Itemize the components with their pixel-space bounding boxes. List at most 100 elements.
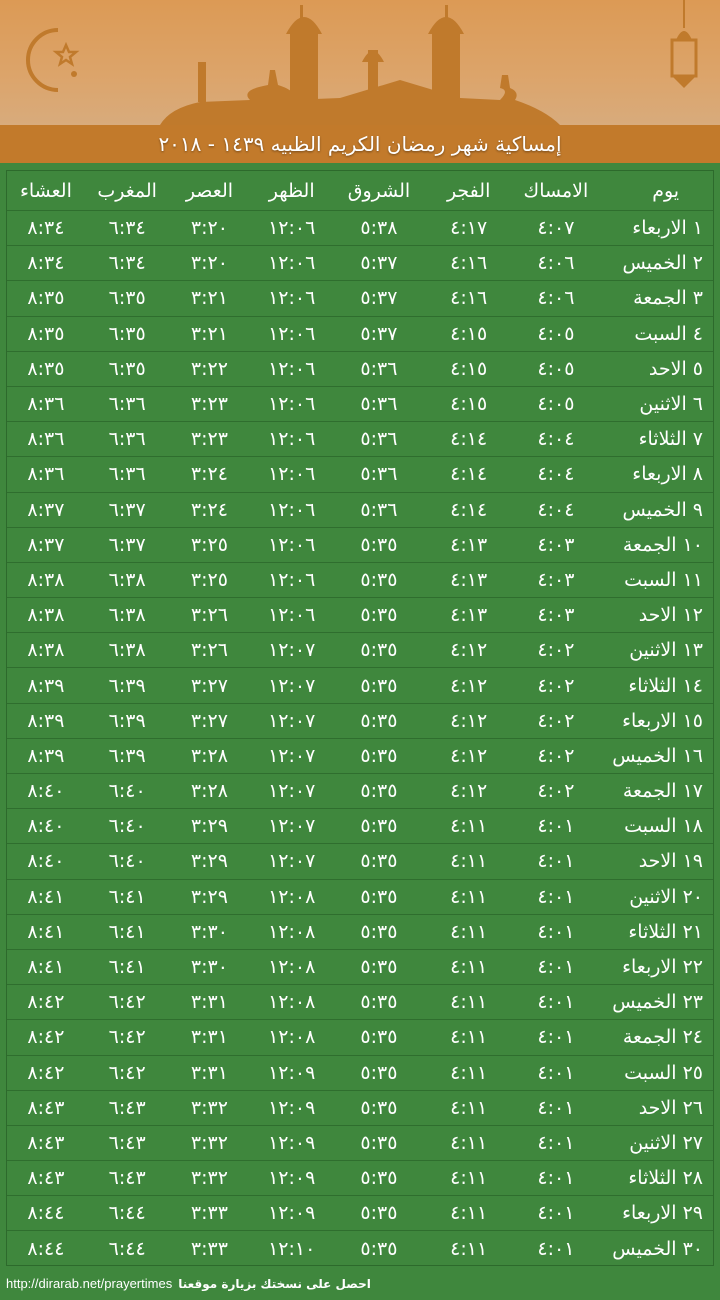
time-cell: ٤:٠٢ — [537, 709, 575, 732]
table-row: ١٥ الاربعاء ٤:٠٢ ٤:١٢ ٥:٣٥ ١٢:٠٧ ٣:٢٧ ٦:٣٩ ٨:٣٩ — [7, 704, 713, 739]
day-cell: ٣ الجمعة — [633, 287, 703, 310]
time-cell: ١٢:٠٩ — [268, 1167, 316, 1190]
table-row: ٦ الاثنين ٤:٠٥ ٤:١٥ ٥:٣٦ ١٢:٠٦ ٣:٢٣ ٦:٣٦ ٨:٣٦ — [7, 387, 713, 423]
time-cell: ١٢:٠٩ — [268, 1061, 316, 1084]
footer-text: احصل على نسختك بزيارة موقعنا — [178, 1276, 371, 1291]
day-cell: ٢٨ الثلاثاء — [628, 1167, 703, 1190]
time-cell: ٨:٣٨ — [27, 568, 65, 591]
time-cell: ١٢:٠٧ — [268, 744, 316, 767]
time-cell: ٣:٢٤ — [190, 463, 228, 486]
time-cell: ٤:٠١ — [537, 1131, 575, 1154]
day-cell: ٢٤ الجمعة — [622, 1026, 703, 1049]
time-cell: ٨:٣٨ — [27, 639, 65, 662]
time-cell: ٨:٤٢ — [27, 1061, 65, 1084]
time-cell: ٥:٣٥ — [360, 1026, 398, 1049]
time-cell: ٥:٣٥ — [360, 674, 398, 697]
time-cell: ٤:٠٣ — [537, 533, 575, 556]
time-cell: ٣:٣٠ — [190, 956, 228, 979]
time-cell: ٣:٢٥ — [190, 568, 228, 591]
time-cell: ٥:٣٦ — [360, 357, 398, 380]
time-cell: ٤:١١ — [450, 991, 488, 1014]
table-row: ١٢ الاحد ٤:٠٣ ٤:١٣ ٥:٣٥ ١٢:٠٦ ٣:٢٦ ٦:٣٨ ٨:٣٨ — [7, 598, 713, 634]
footer-url-link[interactable]: http://dirarab.net/prayertimes — [6, 1276, 173, 1291]
time-cell: ٤:٠١ — [537, 956, 575, 979]
column-header: يوم — [652, 179, 680, 202]
time-cell: ٨:٤٤ — [27, 1238, 65, 1261]
time-cell: ٥:٣٥ — [360, 815, 398, 838]
time-cell: ١٢:٠٨ — [268, 920, 316, 943]
time-cell: ٣:٢٩ — [190, 815, 228, 838]
table-row: ٣ الجمعة ٤:٠٦ ٤:١٦ ٥:٣٧ ١٢:٠٦ ٣:٢١ ٦:٣٥ ٨:٣٥ — [7, 281, 713, 317]
time-cell: ٨:٣٦ — [27, 428, 65, 451]
time-cell: ٥:٣٥ — [360, 920, 398, 943]
table-row: ٢٠ الاثنين ٤:٠١ ٤:١١ ٥:٣٥ ١٢:٠٨ ٣:٢٩ ٦:٤١ ٨:٤١ — [7, 880, 713, 915]
time-cell: ٣:٢٥ — [190, 533, 228, 556]
time-cell: ٣:٢٠ — [190, 252, 228, 275]
time-cell: ١٢:٠٦ — [268, 498, 316, 521]
table-row: ٨ الاربعاء ٤:٠٤ ٤:١٤ ٥:٣٦ ١٢:٠٦ ٣:٢٤ ٦:٣٦ ٨:٣٦ — [7, 457, 713, 493]
table-row: ٢٧ الاثنين ٤:٠١ ٤:١١ ٥:٣٥ ١٢:٠٩ ٣:٣٢ ٦:٤٣ ٨:٤٣ — [7, 1126, 713, 1162]
time-cell: ٣:٢٦ — [190, 639, 228, 662]
time-cell: ٤:١١ — [450, 1026, 488, 1049]
time-cell: ٥:٣٧ — [360, 287, 398, 310]
prayer-times-table: يوم الامساك الفجر الشروق الظهر العصر المغرب الع… — [6, 170, 714, 1266]
day-cell: ١١ السبت — [624, 568, 703, 591]
time-cell: ٤:١١ — [450, 1131, 488, 1154]
time-cell: ١٢:٠٦ — [268, 428, 316, 451]
table-row: ٣٠ الخميس ٤:٠١ ٤:١١ ٥:٣٥ ١٢:١٠ ٣:٣٣ ٦:٤٤ ٨:٤٤ — [7, 1231, 713, 1266]
time-cell: ٥:٣٧ — [360, 322, 398, 345]
table-row: ٩ الخميس ٤:٠٤ ٤:١٤ ٥:٣٦ ١٢:٠٦ ٣:٢٤ ٦:٣٧ ٨:٣٧ — [7, 493, 713, 528]
time-cell: ٦:٤١ — [108, 956, 146, 979]
time-cell: ٦:٤٣ — [108, 1096, 146, 1119]
table-row: ٧ الثلاثاء ٤:٠٤ ٤:١٤ ٥:٣٦ ١٢:٠٦ ٣:٢٣ ٦:٣٦ ٨:٣٦ — [7, 422, 713, 458]
time-cell: ١٢:٠٧ — [268, 815, 316, 838]
time-cell: ٥:٣٥ — [360, 1131, 398, 1154]
day-cell: ٢٩ الاربعاء — [622, 1202, 703, 1225]
time-cell: ٤:١٣ — [450, 533, 488, 556]
day-cell: ١٣ الاثنين — [629, 639, 703, 662]
table-row: ١٦ الخميس ٤:٠٢ ٤:١٢ ٥:٣٥ ١٢:٠٧ ٣:٢٨ ٦:٣٩ ٨:٣٩ — [7, 739, 713, 774]
time-cell: ٤:٠٦ — [537, 252, 575, 275]
time-cell: ٤:٠٤ — [537, 428, 575, 451]
time-cell: ٣:٣٢ — [190, 1131, 228, 1154]
time-cell: ٤:١١ — [450, 1167, 488, 1190]
table-row: ٢٤ الجمعة ٤:٠١ ٤:١١ ٥:٣٥ ١٢:٠٨ ٣:٣١ ٦:٤٢ ٨:٤٢ — [7, 1020, 713, 1056]
table-row: ٢ الخميس ٤:٠٦ ٤:١٦ ٥:٣٧ ١٢:٠٦ ٣:٢٠ ٦:٣٤ ٨:٣٤ — [7, 246, 713, 282]
time-cell: ٣:٢٣ — [190, 428, 228, 451]
time-cell: ١٢:٠٧ — [268, 850, 316, 873]
time-cell: ٨:٤١ — [27, 885, 65, 908]
time-cell: ٦:٣٩ — [108, 709, 146, 732]
column-header: الامساك — [523, 179, 589, 202]
time-cell: ٥:٣٦ — [360, 428, 398, 451]
time-cell: ١٢:٠٦ — [268, 533, 316, 556]
time-cell: ١٢:٠٦ — [268, 287, 316, 310]
table-row: ٢٥ السبت ٤:٠١ ٤:١١ ٥:٣٥ ١٢:٠٩ ٣:٣١ ٦:٤٢ ٨:٤٢ — [7, 1056, 713, 1091]
time-cell: ٨:٣٧ — [27, 498, 65, 521]
time-cell: ٦:٤٣ — [108, 1131, 146, 1154]
time-cell: ٤:١٣ — [450, 604, 488, 627]
time-cell: ٨:٣٥ — [27, 357, 65, 380]
table-row: ١٧ الجمعة ٤:٠٢ ٤:١٢ ٥:٣٥ ١٢:٠٧ ٣:٢٨ ٦:٤٠ ٨:٤٠ — [7, 774, 713, 810]
column-header: العصر — [185, 179, 234, 202]
column-header: المغرب — [97, 179, 157, 202]
time-cell: ٥:٣٨ — [360, 217, 398, 240]
time-cell: ٨:٣٧ — [27, 533, 65, 556]
time-cell: ٨:٤١ — [27, 920, 65, 943]
time-cell: ٦:٤١ — [108, 885, 146, 908]
column-header: العشاء — [19, 179, 72, 202]
time-cell: ٤:١٤ — [450, 428, 488, 451]
time-cell: ١٢:٠٨ — [268, 956, 316, 979]
time-cell: ٤:١٢ — [450, 674, 488, 697]
day-cell: ٣٠ الخميس — [612, 1238, 703, 1261]
time-cell: ٥:٣٥ — [360, 639, 398, 662]
day-cell: ٦ الاثنين — [639, 393, 703, 416]
time-cell: ٦:٣٤ — [108, 217, 146, 240]
time-cell: ١٢:٠٦ — [268, 357, 316, 380]
table-row: ١٤ الثلاثاء ٤:٠٢ ٤:١٢ ٥:٣٥ ١٢:٠٧ ٣:٢٧ ٦:٣٩ ٨:٣٩ — [7, 668, 713, 704]
time-cell: ٤:١٥ — [450, 357, 488, 380]
time-cell: ٨:٣٤ — [27, 217, 65, 240]
time-cell: ١٢:٠٦ — [268, 604, 316, 627]
day-cell: ١٢ الاحد — [638, 604, 703, 627]
time-cell: ٤:١١ — [450, 1238, 488, 1261]
time-cell: ٨:٤٣ — [27, 1131, 65, 1154]
